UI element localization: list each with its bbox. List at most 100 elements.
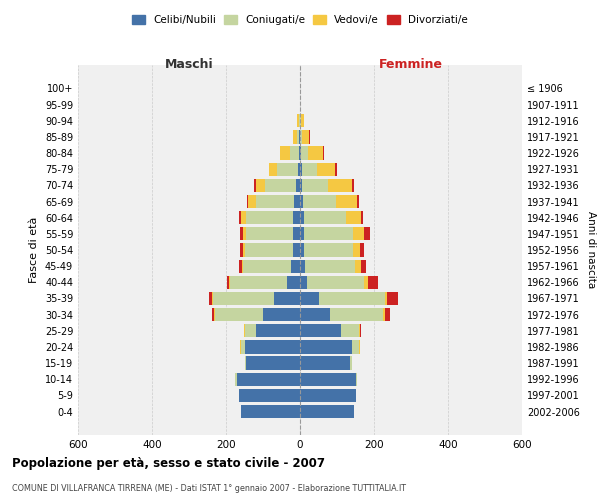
Bar — [301, 130, 302, 143]
Bar — [293, 130, 298, 143]
Bar — [247, 227, 293, 240]
Bar — [256, 324, 300, 338]
Bar — [305, 260, 355, 273]
Bar — [209, 292, 212, 305]
Bar — [299, 130, 300, 143]
Bar — [277, 162, 298, 176]
Bar — [300, 244, 304, 256]
Bar — [302, 162, 317, 176]
Bar — [359, 340, 360, 353]
Bar — [245, 244, 293, 256]
Bar — [214, 308, 215, 321]
Bar — [364, 227, 370, 240]
Bar — [300, 195, 303, 208]
Bar — [303, 195, 336, 208]
Bar — [300, 292, 319, 305]
Bar — [241, 340, 245, 353]
Bar — [352, 179, 354, 192]
Bar — [336, 195, 356, 208]
Bar — [300, 260, 305, 273]
Bar — [300, 114, 301, 128]
Bar — [301, 114, 304, 128]
Bar — [335, 162, 337, 176]
Bar — [302, 130, 309, 143]
Bar — [235, 372, 237, 386]
Bar — [256, 195, 295, 208]
Bar — [296, 179, 300, 192]
Bar — [245, 356, 247, 370]
Bar — [300, 405, 353, 418]
Bar — [239, 211, 241, 224]
Bar — [300, 356, 350, 370]
Bar — [355, 260, 361, 273]
Bar — [293, 244, 300, 256]
Bar — [295, 195, 300, 208]
Bar — [245, 340, 300, 353]
Bar — [300, 179, 302, 192]
Bar — [361, 260, 366, 273]
Bar — [293, 211, 300, 224]
Bar — [346, 211, 361, 224]
Bar — [247, 356, 300, 370]
Bar — [245, 324, 256, 338]
Bar — [356, 195, 359, 208]
Bar — [301, 146, 308, 160]
Bar — [241, 405, 300, 418]
Bar — [274, 292, 300, 305]
Bar — [317, 162, 335, 176]
Text: COMUNE DI VILLAFRANCA TIRRENA (ME) - Dati ISTAT 1° gennaio 2007 - Elaborazione T: COMUNE DI VILLAFRANCA TIRRENA (ME) - Dat… — [12, 484, 406, 493]
Bar — [300, 308, 329, 321]
Bar — [352, 340, 359, 353]
Bar — [290, 146, 299, 160]
Bar — [215, 308, 263, 321]
Bar — [299, 146, 300, 160]
Bar — [237, 372, 300, 386]
Bar — [360, 324, 361, 338]
Bar — [341, 324, 359, 338]
Bar — [239, 260, 242, 273]
Bar — [304, 244, 353, 256]
Bar — [265, 179, 296, 192]
Bar — [304, 227, 353, 240]
Bar — [293, 227, 300, 240]
Bar — [355, 372, 358, 386]
Bar — [309, 130, 310, 143]
Bar — [300, 324, 341, 338]
Bar — [239, 389, 300, 402]
Bar — [360, 244, 364, 256]
Bar — [287, 276, 300, 289]
Bar — [297, 114, 299, 128]
Bar — [300, 146, 301, 160]
Bar — [300, 227, 304, 240]
Bar — [300, 340, 352, 353]
Bar — [291, 260, 300, 273]
Text: Femmine: Femmine — [379, 58, 443, 71]
Bar — [247, 195, 248, 208]
Bar — [212, 292, 213, 305]
Bar — [385, 292, 387, 305]
Bar — [300, 372, 355, 386]
Bar — [361, 211, 363, 224]
Bar — [368, 276, 378, 289]
Bar — [239, 227, 244, 240]
Bar — [212, 308, 214, 321]
Bar — [280, 146, 290, 160]
Bar — [353, 244, 360, 256]
Bar — [227, 276, 229, 289]
Bar — [359, 324, 360, 338]
Bar — [247, 211, 293, 224]
Bar — [350, 356, 352, 370]
Text: Popolazione per età, sesso e stato civile - 2007: Popolazione per età, sesso e stato civil… — [12, 458, 325, 470]
Bar — [304, 211, 346, 224]
Bar — [300, 389, 355, 402]
Bar — [254, 179, 256, 192]
Bar — [383, 308, 385, 321]
Bar — [353, 227, 364, 240]
Bar — [300, 162, 302, 176]
Bar — [242, 260, 291, 273]
Bar — [328, 179, 352, 192]
Bar — [387, 292, 398, 305]
Bar — [319, 292, 385, 305]
Bar — [308, 146, 323, 160]
Bar — [364, 276, 368, 289]
